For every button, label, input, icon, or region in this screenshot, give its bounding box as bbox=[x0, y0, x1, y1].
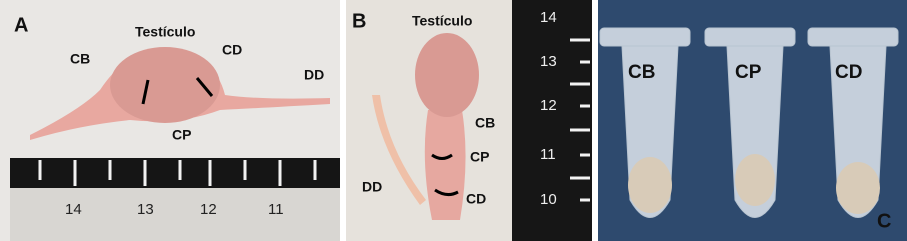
cut-mark bbox=[431, 153, 453, 160]
label: CP bbox=[172, 127, 191, 143]
label: CD bbox=[466, 191, 486, 207]
cut-mark bbox=[434, 188, 459, 197]
ruler-label: 14 bbox=[65, 201, 82, 218]
ruler-label: 10 bbox=[540, 191, 557, 208]
ruler-label: 14 bbox=[540, 9, 557, 26]
panel-c: CB CP CD C bbox=[598, 0, 907, 241]
ruler-ticks bbox=[38, 160, 317, 186]
ruler-label: 11 bbox=[268, 201, 284, 218]
label: CD bbox=[222, 42, 242, 58]
panel-letter: A bbox=[14, 14, 28, 36]
testis bbox=[110, 47, 220, 123]
epididymis bbox=[424, 110, 466, 220]
testis bbox=[415, 33, 479, 117]
label: DD bbox=[362, 179, 382, 195]
label: Testículo bbox=[412, 13, 472, 29]
tube-label: CD bbox=[835, 62, 862, 83]
tube-label: CB bbox=[628, 62, 655, 83]
label: Testículo bbox=[135, 24, 195, 40]
ruler-face bbox=[10, 188, 340, 241]
cut-mark bbox=[141, 79, 150, 105]
ruler-label: 11 bbox=[540, 146, 556, 163]
label: CP bbox=[470, 149, 489, 165]
label: CB bbox=[475, 115, 495, 131]
ruler bbox=[10, 158, 340, 188]
samples bbox=[628, 154, 880, 214]
label: CB bbox=[70, 51, 90, 67]
ruler-label: 13 bbox=[540, 53, 557, 70]
cut-mark bbox=[195, 77, 214, 97]
ruler-label: 12 bbox=[540, 97, 557, 114]
ductus bbox=[372, 95, 426, 205]
panel-letter: B bbox=[352, 10, 366, 32]
panel-a: A Testículo CB CD CP DD 14 13 12 11 bbox=[0, 0, 340, 241]
tube-label: CP bbox=[735, 62, 762, 83]
ruler-label: 13 bbox=[137, 201, 154, 218]
ruler-label: 12 bbox=[200, 201, 217, 218]
ruler-ticks bbox=[570, 38, 590, 202]
panel-letter: C bbox=[877, 210, 891, 232]
label: DD bbox=[304, 67, 324, 83]
panel-b: B Testículo CB CP DD CD 14 13 12 11 10 bbox=[346, 0, 592, 241]
